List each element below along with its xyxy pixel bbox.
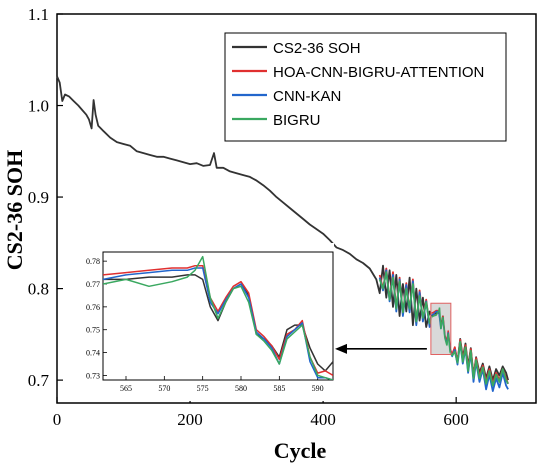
legend-label-bigru: BIGRU — [273, 112, 321, 129]
y-tick-label: 0.8 — [28, 280, 49, 299]
y-tick-label: 0.7 — [28, 371, 50, 390]
legend: CS2-36 SOH HOA-CNN-BIGRU-ATTENTION CNN-KAN… — [224, 32, 507, 142]
inset-x-tick-label: 570 — [158, 384, 170, 393]
x-tick-label: 400 — [310, 410, 336, 429]
inset-y-tick-label: 0.73 — [86, 371, 100, 380]
inset-chart: 565 570 575 580 585 590 0.73 0.74 0.75 0.76 0.77 0.… — [86, 243, 427, 401]
inset-y-tick-label: 0.78 — [86, 257, 100, 266]
y-tick-label: 0.9 — [28, 188, 49, 207]
main-plot-frame — [56, 13, 537, 404]
inset-y-tick-label: 0.76 — [86, 303, 100, 312]
x-axis-title: Cycle — [274, 438, 327, 463]
inset-x-tick-label: 580 — [235, 384, 247, 393]
legend-label-cs2-36-soh: CS2-36 SOH — [273, 40, 361, 57]
inset-y-tick-label: 0.75 — [86, 326, 100, 335]
x-tick-label: 0 — [53, 410, 62, 429]
legend-box — [224, 32, 507, 142]
inset-y-tick-label: 0.74 — [86, 349, 100, 358]
inset-x-tick-label: 585 — [273, 384, 285, 393]
inset-x-tick-label: 565 — [120, 384, 132, 393]
inset-plot-area — [103, 255, 333, 380]
y-axis-title: CS2-36 SOH — [2, 150, 27, 270]
inset-y-tick-label: 0.77 — [86, 280, 100, 289]
main-axes: 0 200 400 600 0.7 0.8 0.9 1.0 1.1 — [28, 5, 537, 429]
highlight-series-bigru — [431, 307, 451, 353]
y-tick-label: 1.1 — [28, 5, 49, 24]
legend-label-hoa-cnn-bigru-attention: HOA-CNN-BIGRU-ATTENTION — [273, 64, 484, 81]
zoom-arrow-head — [335, 343, 347, 354]
highlight-layer — [430, 302, 452, 355]
x-tick-label: 600 — [443, 410, 469, 429]
y-tick-label: 1.0 — [28, 97, 49, 116]
legend-label-cnn-kan: CNN-KAN — [273, 88, 341, 105]
inset-x-tick-label: 575 — [197, 384, 209, 393]
inset-x-tick-label: 590 — [312, 384, 324, 393]
x-tick-label: 200 — [177, 410, 203, 429]
inset-series-line-bigru — [103, 255, 333, 380]
